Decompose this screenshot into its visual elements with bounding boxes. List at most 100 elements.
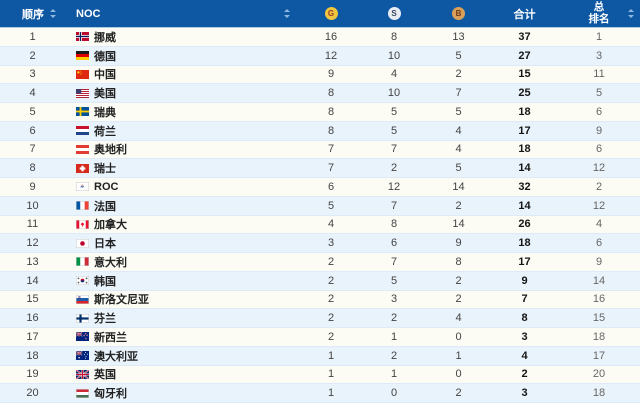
- overall-rank-cell: 17: [592, 349, 606, 362]
- total-cell: 26: [518, 218, 531, 231]
- noc-cell: 斯洛文尼亚: [65, 291, 300, 309]
- total-cell: 8: [521, 312, 528, 325]
- header-order[interactable]: 顺序: [0, 0, 65, 27]
- noc-cell: 意大利: [65, 253, 300, 271]
- silver-cell: 10: [387, 87, 401, 100]
- total-cell: 18: [518, 143, 531, 156]
- order-cell: 3: [29, 68, 36, 81]
- overall-rank-cell: 5: [595, 87, 603, 100]
- silver-cell: 4: [390, 68, 398, 81]
- bronze-cell: 8: [455, 255, 462, 268]
- header-overall-rank-label: 总 排名: [588, 1, 610, 25]
- gold-cell: 2: [327, 293, 335, 306]
- bronze-cell: 14: [452, 218, 465, 231]
- bronze-cell: 4: [455, 312, 462, 325]
- total-cell: 7: [521, 293, 528, 306]
- overall-rank-cell: 9: [595, 255, 603, 268]
- bronze-cell: 5: [455, 49, 462, 62]
- noc-cell: 美国: [65, 84, 300, 102]
- header-total[interactable]: 合计: [491, 0, 558, 27]
- flag-us-icon: [76, 88, 89, 98]
- gold-cell: 9: [327, 68, 335, 81]
- total-cell: 25: [518, 87, 531, 100]
- noc-name: 斯洛文尼亚: [94, 294, 149, 307]
- bronze-cell: 7: [455, 87, 462, 100]
- silver-cell: 5: [390, 124, 398, 137]
- noc-cell: 韩国: [65, 272, 300, 290]
- order-cell: 15: [26, 293, 39, 306]
- flag-jp-icon: [76, 238, 89, 248]
- flag-ch-icon: [76, 163, 89, 173]
- noc-name: 新西兰: [94, 331, 127, 344]
- bronze-cell: 2: [455, 199, 462, 212]
- flag-no-icon: [76, 32, 89, 42]
- table-row: 1 挪威 16 8 13 37 1: [0, 28, 640, 47]
- silver-cell: 3: [390, 293, 398, 306]
- noc-name: 瑞士: [94, 163, 116, 176]
- overall-rank-cell: 12: [592, 162, 606, 175]
- header-bronze[interactable]: B: [426, 0, 491, 27]
- overall-rank-cell: 18: [592, 330, 606, 343]
- bronze-cell: 9: [455, 237, 462, 250]
- noc-name: 匈牙利: [94, 388, 127, 401]
- noc-name: 日本: [94, 238, 116, 251]
- noc-name: 瑞典: [94, 106, 116, 119]
- header-noc[interactable]: NOC: [65, 0, 300, 27]
- total-cell: 9: [521, 274, 528, 287]
- silver-medal-icon: S: [387, 7, 401, 20]
- noc-name: 中国: [94, 69, 116, 82]
- noc-cell: 日本: [65, 234, 300, 252]
- overall-rank-cell: 6: [595, 143, 603, 156]
- gold-cell: 1: [327, 387, 335, 400]
- table-row: 12 日本 3 6 9 18 6: [0, 234, 640, 253]
- flag-se-icon: [76, 107, 89, 117]
- gold-cell: 16: [324, 30, 338, 43]
- gold-cell: 2: [327, 274, 335, 287]
- sort-icon: [628, 9, 635, 18]
- bronze-cell: 5: [455, 105, 462, 118]
- silver-cell: 7: [390, 255, 398, 268]
- gold-cell: 4: [327, 218, 335, 231]
- gold-cell: 12: [324, 49, 338, 62]
- bronze-cell: 1: [455, 349, 462, 362]
- total-cell: 15: [518, 68, 531, 81]
- table-row: 8 瑞士 7 2 5 14 12: [0, 159, 640, 178]
- header-gold[interactable]: G: [300, 0, 362, 27]
- table-row: 5 瑞典 8 5 5 18 6: [0, 103, 640, 122]
- bronze-cell: 0: [455, 368, 462, 381]
- total-cell: 4: [521, 349, 528, 362]
- table-row: 7 奥地利 7 7 4 18 6: [0, 140, 640, 160]
- order-cell: 4: [29, 87, 36, 100]
- overall-rank-cell: 18: [592, 387, 606, 400]
- table-row: 19 英国 1 1 0 2 20: [0, 365, 640, 385]
- total-cell: 18: [518, 105, 531, 118]
- order-cell: 9: [29, 180, 36, 193]
- total-cell: 17: [518, 124, 531, 137]
- silver-cell: 2: [390, 349, 398, 362]
- noc-cell: 匈牙利: [65, 384, 300, 402]
- order-cell: 14: [26, 274, 39, 287]
- silver-cell: 6: [390, 237, 398, 250]
- table-row: 17 新西兰 2 1 0 3 18: [0, 328, 640, 347]
- flag-fi-icon: [76, 313, 89, 323]
- silver-cell: 5: [390, 105, 398, 118]
- bronze-cell: 5: [455, 162, 462, 175]
- gold-cell: 6: [327, 180, 335, 193]
- table-row: 16 芬兰 2 2 4 8 15: [0, 309, 640, 328]
- noc-cell: 新西兰: [65, 328, 300, 346]
- silver-cell: 2: [390, 312, 398, 325]
- header-overall-rank[interactable]: 总 排名: [558, 0, 640, 27]
- silver-cell: 7: [390, 199, 398, 212]
- noc-name: 荷兰: [94, 125, 116, 138]
- table-row: 11 加拿大 4 8 14 26 4: [0, 215, 640, 235]
- noc-name: 德国: [94, 50, 116, 63]
- gold-medal-icon: G: [324, 7, 338, 20]
- header-silver[interactable]: S: [362, 0, 426, 27]
- noc-cell: 奥地利: [65, 141, 300, 159]
- noc-cell: 荷兰: [65, 122, 300, 140]
- overall-rank-cell: 12: [592, 199, 606, 212]
- order-cell: 19: [26, 368, 39, 381]
- flag-fr-icon: [76, 201, 89, 211]
- gold-cell: 1: [327, 368, 335, 381]
